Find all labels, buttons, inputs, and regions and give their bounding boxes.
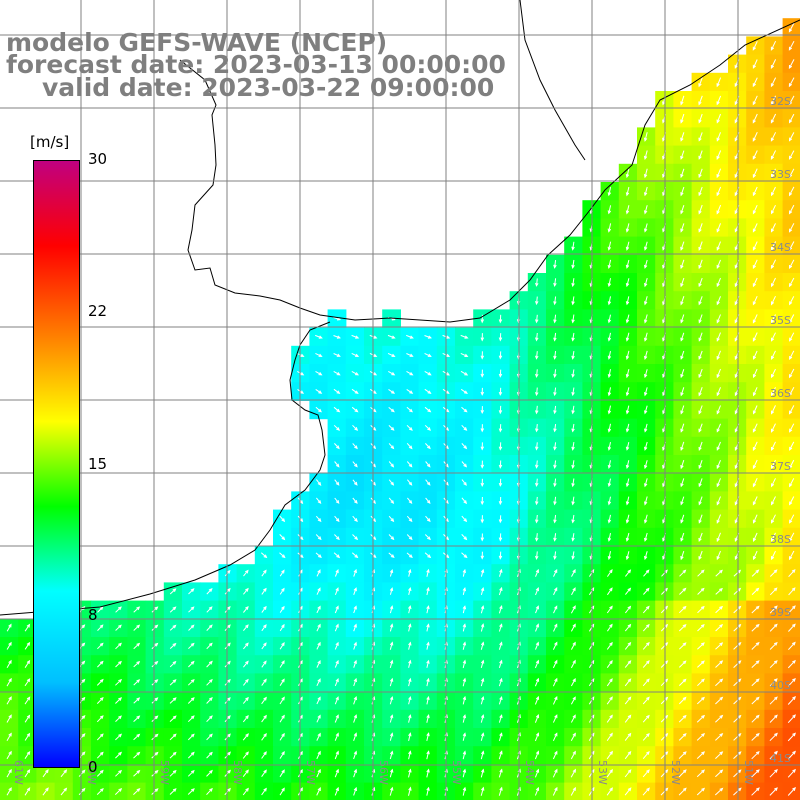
lon-label-61W: 61W <box>12 760 25 785</box>
lon-label-60W: 60W <box>85 760 98 785</box>
lat-label-36S: 36S <box>770 387 791 400</box>
lon-label-55W: 55W <box>450 760 463 785</box>
lon-label-52W: 52W <box>669 760 682 785</box>
valid-date: valid date: 2023-03-22 09:00:00 <box>42 73 495 102</box>
wind-speed-field <box>0 18 800 800</box>
model-title: modelo GEFS-WAVE (NCEP) <box>6 28 388 57</box>
lat-label-37S: 37S <box>770 460 791 473</box>
lat-label-38S: 38S <box>770 533 791 546</box>
colorbar-tick-8: 8 <box>88 606 98 624</box>
lon-label-53W: 53W <box>596 760 609 785</box>
lon-label-56W: 56W <box>377 760 390 785</box>
lon-label-54W: 54W <box>523 760 536 785</box>
lat-label-40S: 40S <box>770 679 791 692</box>
colorbar <box>33 160 80 768</box>
lat-label-32S: 32S <box>770 95 791 108</box>
lat-label-33S: 33S <box>770 168 791 181</box>
border-line <box>519 0 586 161</box>
lat-label-35S: 35S <box>770 314 791 327</box>
colorbar-tick-30: 30 <box>88 150 108 168</box>
colorbar-tick-0: 0 <box>88 758 98 776</box>
forecast-date: forecast date: 2023-03-13 00:00:00 <box>6 50 506 79</box>
lat-label-41S: 41S <box>770 752 791 765</box>
colorbar-tick-15: 15 <box>88 455 108 473</box>
lon-label-58W: 58W <box>231 760 244 785</box>
lon-label-51W: 51W <box>742 760 755 785</box>
colorbar-unit: [m/s] <box>30 133 70 151</box>
lon-label-59W: 59W <box>158 760 171 785</box>
coastline-south <box>0 321 331 616</box>
lon-label-57W: 57W <box>304 760 317 785</box>
lat-label-39S: 39S <box>770 606 791 619</box>
wind-arrows <box>6 22 796 796</box>
coastline-north <box>179 19 800 323</box>
lat-label-34S: 34S <box>770 241 791 254</box>
colorbar-tick-22: 22 <box>88 302 108 320</box>
